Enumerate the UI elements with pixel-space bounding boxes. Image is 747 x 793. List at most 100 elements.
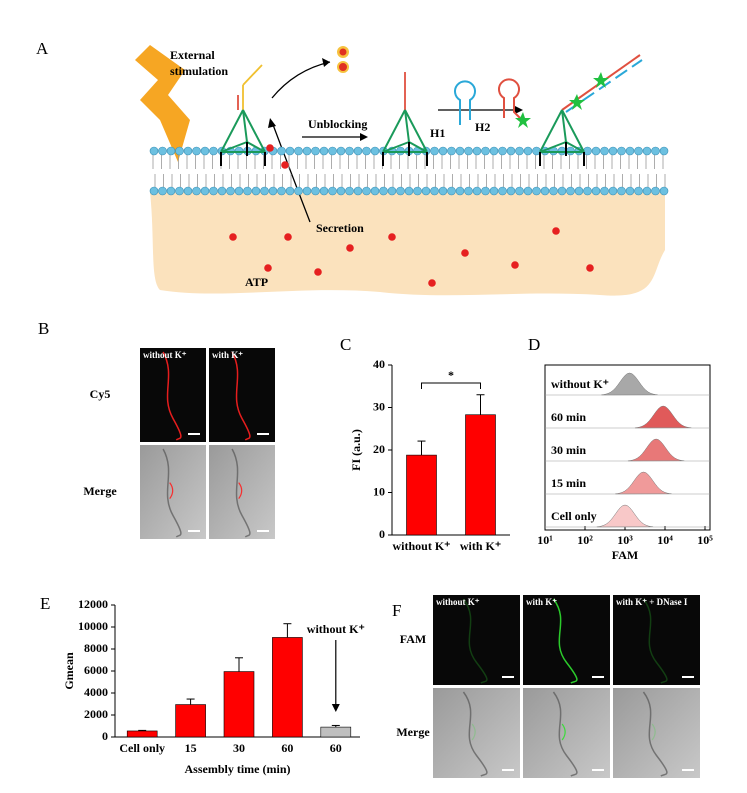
row-label: FAM — [400, 632, 426, 646]
legend-label: 15 min — [551, 476, 586, 490]
lipid-head — [651, 146, 660, 156]
lipid-head — [540, 186, 550, 196]
lipid-head — [438, 186, 448, 196]
tetrahedron-edge — [382, 141, 410, 153]
arrowhead — [268, 118, 276, 128]
label: H2 — [475, 120, 490, 134]
tetrahedron-edge — [242, 109, 266, 153]
hairpin — [454, 80, 476, 125]
lipid-head — [566, 186, 575, 196]
atp-dot — [511, 261, 519, 269]
lipid-head — [481, 186, 490, 196]
lipid-head — [353, 146, 363, 156]
lipid-head — [481, 146, 490, 156]
lipid-head — [260, 186, 269, 196]
lipid-head — [175, 146, 184, 156]
panel-label: E — [40, 594, 50, 613]
lipid-head — [158, 146, 167, 156]
atp-dot — [586, 264, 594, 272]
cell-outline — [552, 691, 578, 777]
row-label: Cy5 — [90, 387, 111, 401]
lipid-head — [345, 186, 354, 196]
column-label: with K⁺ — [212, 350, 243, 360]
lipid-head — [549, 186, 558, 196]
bar — [465, 414, 496, 536]
histogram — [634, 405, 692, 429]
tetrahedron-edge — [561, 109, 585, 153]
panel-label: D — [528, 335, 540, 354]
bar — [175, 704, 206, 738]
cell-outline — [462, 691, 488, 777]
y-tick-label: 4000 — [84, 685, 108, 699]
lipid-head — [175, 186, 184, 196]
atp-dot — [229, 233, 237, 241]
y-tick-label: 10000 — [78, 619, 108, 633]
lipid-head — [217, 186, 227, 196]
lipid-head — [387, 186, 397, 196]
lipid-head — [430, 186, 439, 196]
lipid-head — [149, 146, 159, 156]
lipid-head — [634, 146, 643, 156]
lipid-head — [328, 146, 337, 156]
label: External — [170, 48, 215, 62]
lipid-head — [183, 146, 193, 156]
lipid-head — [158, 186, 167, 196]
lipid-head — [498, 146, 507, 156]
lipid-head — [353, 186, 363, 196]
lipid-head — [634, 186, 643, 196]
y-tick-label: 6000 — [84, 663, 108, 677]
hairpin — [498, 78, 521, 119]
y-axis-label: Gmean — [62, 652, 76, 690]
lipid-head — [651, 186, 660, 196]
lipid-head — [345, 146, 354, 156]
lipid-head — [600, 146, 609, 156]
lipid-head — [362, 146, 371, 156]
lipid-head — [149, 186, 159, 196]
x-tick-label: with K⁺ — [460, 539, 501, 553]
label: ATP — [245, 275, 268, 289]
histogram — [615, 471, 672, 495]
x-tick-label: 10² — [577, 533, 593, 547]
histogram — [596, 504, 654, 528]
tetrahedron-edge — [404, 109, 428, 153]
lipid-head — [370, 186, 380, 196]
lipid-head — [557, 186, 567, 196]
merge-image — [433, 688, 520, 778]
tetrahedron-edge — [539, 141, 567, 153]
lipid-head — [455, 186, 465, 196]
label: Unblocking — [308, 117, 367, 131]
arrowhead — [331, 704, 340, 712]
cell-overlay — [561, 723, 566, 741]
y-tick-label: 30 — [373, 399, 385, 413]
lipid-head — [251, 186, 261, 196]
lipid-head — [447, 146, 456, 156]
x-tick-label: 10¹ — [537, 533, 553, 547]
x-axis-label: FAM — [612, 548, 638, 562]
lipid-head — [600, 186, 609, 196]
error-bar — [283, 623, 292, 638]
lipid-head — [608, 186, 618, 196]
tetrahedron-edge — [220, 109, 244, 153]
bar — [272, 637, 303, 738]
lipid-head — [192, 146, 201, 156]
y-tick-label: 0 — [102, 729, 108, 743]
y-tick-label: 20 — [373, 442, 385, 456]
lipid-head — [506, 146, 516, 156]
tetrahedron-edge — [242, 109, 248, 143]
lightning — [135, 45, 190, 162]
error-bar — [331, 724, 340, 728]
cell-overlay — [471, 723, 476, 741]
lipid-head — [328, 186, 337, 196]
error-bar — [235, 657, 243, 672]
bar — [223, 671, 255, 738]
fluorophore — [515, 112, 531, 128]
lipid-head — [642, 146, 652, 156]
lipid-head — [591, 186, 601, 196]
atp-dot — [428, 279, 436, 287]
lipid-head — [472, 186, 482, 196]
lipid-head — [574, 186, 584, 196]
error-bar — [138, 729, 147, 731]
lipid-head — [243, 186, 252, 196]
x-tick-label: 10⁵ — [697, 533, 713, 547]
lipid-head — [421, 186, 431, 196]
